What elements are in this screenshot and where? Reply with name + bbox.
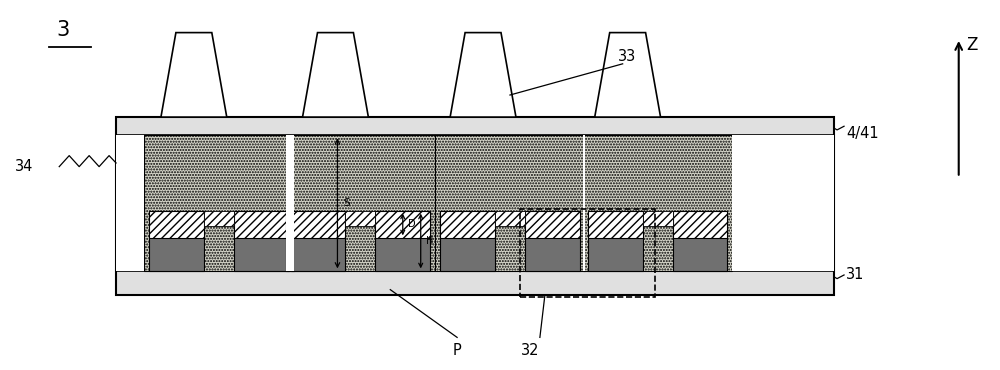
Bar [291,211,345,238]
Text: 34: 34 [15,159,34,174]
Bar [673,211,727,238]
Bar [204,211,234,226]
Bar [583,135,732,271]
Bar [643,211,673,226]
Polygon shape [595,33,661,117]
Bar [583,135,585,271]
Text: 33: 33 [618,49,636,64]
Bar [291,211,345,271]
Bar [234,211,289,238]
Bar [116,117,834,295]
Bar [435,135,585,271]
Bar [495,211,525,226]
Bar [732,135,834,271]
Bar [520,209,655,297]
Bar [673,211,727,271]
Polygon shape [450,33,516,117]
Bar [440,211,495,271]
Bar [116,271,834,295]
Bar [149,211,204,271]
Text: 32: 32 [521,343,539,358]
Bar [440,211,495,238]
Bar [525,211,580,271]
Bar [234,211,289,271]
Polygon shape [303,33,368,117]
Bar [116,135,144,271]
Polygon shape [161,33,227,117]
Bar [375,211,430,238]
Bar [345,211,375,226]
Bar [588,211,643,238]
Text: D: D [408,219,415,229]
Bar [149,211,204,238]
Bar [144,135,294,271]
Text: 3: 3 [56,20,69,40]
Text: H: H [426,236,433,246]
Text: Z: Z [967,37,978,54]
Text: 4/41: 4/41 [846,126,879,141]
Bar [588,211,643,271]
Bar [116,117,834,135]
Text: 31: 31 [846,268,864,282]
Bar [375,211,430,271]
Bar [286,135,435,271]
Text: P: P [453,343,461,358]
Bar [286,135,294,271]
Bar [525,211,580,238]
Text: S: S [343,198,350,208]
